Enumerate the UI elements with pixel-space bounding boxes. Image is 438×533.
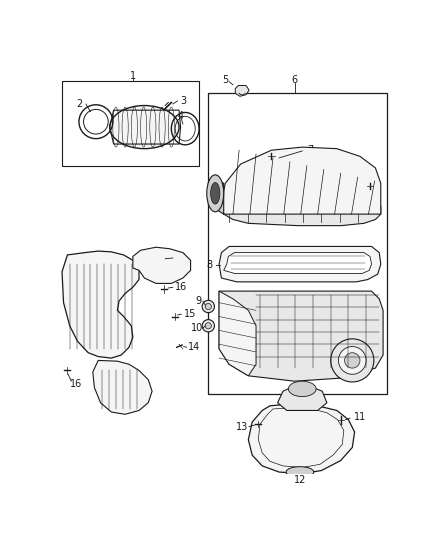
Polygon shape [62, 251, 139, 358]
Ellipse shape [339, 346, 366, 374]
Ellipse shape [205, 303, 212, 310]
Text: 15: 15 [184, 309, 196, 319]
Polygon shape [219, 291, 256, 376]
Polygon shape [278, 386, 327, 410]
Text: 12: 12 [294, 475, 306, 484]
Ellipse shape [205, 322, 212, 329]
Text: 2: 2 [76, 99, 82, 109]
Text: 16: 16 [174, 282, 187, 292]
Polygon shape [224, 185, 381, 225]
Ellipse shape [288, 381, 316, 397]
Ellipse shape [331, 339, 374, 382]
Ellipse shape [211, 182, 220, 204]
Polygon shape [221, 147, 381, 214]
Ellipse shape [207, 175, 224, 212]
Polygon shape [93, 360, 152, 414]
Polygon shape [219, 246, 381, 282]
Bar [62, 81, 199, 166]
Polygon shape [219, 291, 383, 381]
Polygon shape [133, 247, 191, 284]
Text: 14: 14 [188, 342, 201, 352]
Ellipse shape [202, 301, 215, 313]
Text: 9: 9 [195, 296, 201, 306]
Text: 1: 1 [130, 71, 136, 81]
Text: 8: 8 [207, 260, 213, 270]
Text: 7: 7 [307, 145, 313, 155]
Text: 16: 16 [70, 378, 82, 389]
Text: 6: 6 [291, 75, 297, 85]
Text: 11: 11 [354, 411, 366, 422]
Ellipse shape [110, 106, 179, 149]
Text: 4: 4 [177, 111, 184, 122]
Ellipse shape [286, 467, 314, 478]
Polygon shape [235, 85, 249, 96]
Polygon shape [224, 253, 371, 273]
Polygon shape [215, 178, 224, 214]
Bar [208, 93, 387, 393]
Text: 5: 5 [222, 75, 228, 85]
Polygon shape [248, 405, 355, 474]
Text: 13: 13 [236, 422, 248, 432]
Text: 17: 17 [174, 253, 187, 263]
Ellipse shape [202, 320, 215, 332]
Text: 3: 3 [180, 96, 186, 106]
Ellipse shape [345, 353, 360, 368]
Text: 10: 10 [191, 323, 203, 333]
